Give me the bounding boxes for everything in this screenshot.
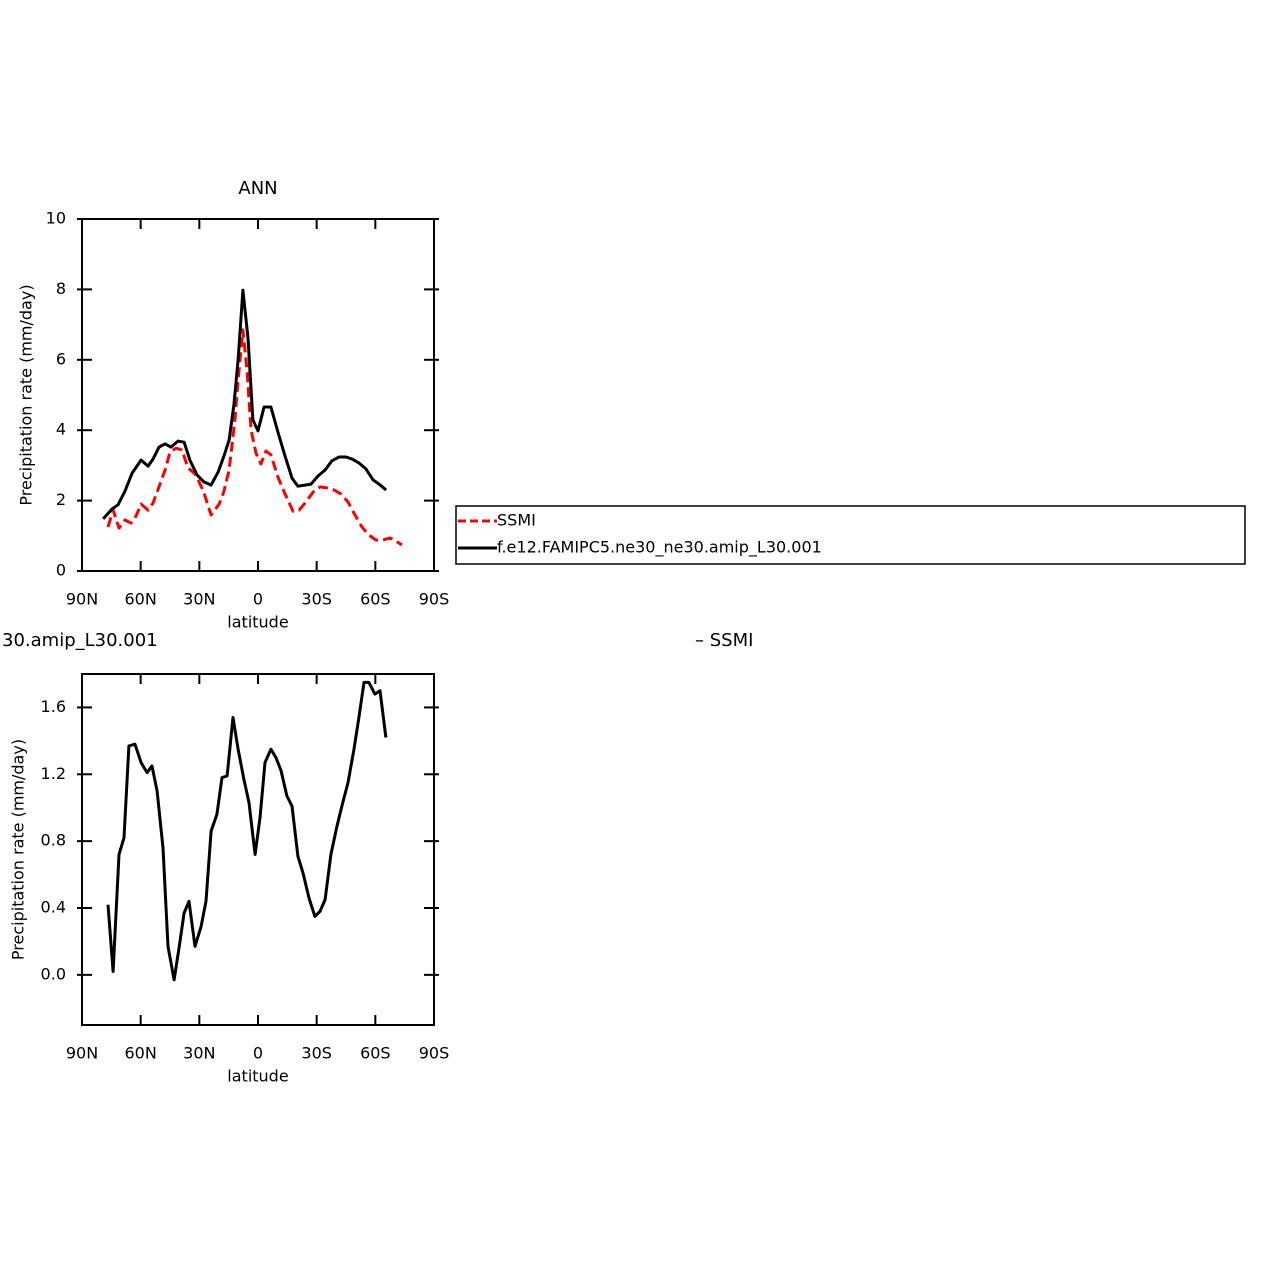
- x-tick-label: 30S: [301, 590, 332, 609]
- y-tick-label: 4: [56, 420, 66, 439]
- x-tick-label: 30N: [183, 590, 215, 609]
- chart-title: ANN: [238, 178, 277, 199]
- x-tick-label: 30N: [183, 1044, 215, 1063]
- data-line: [101, 288, 388, 520]
- y-axis-label: Precipitation rate (mm/day): [9, 739, 28, 960]
- y-tick-label: 1.2: [41, 764, 66, 783]
- right-title: – SSMI: [695, 630, 753, 651]
- y-tick-label: 1.6: [41, 697, 66, 716]
- plot-frame: [81, 218, 435, 572]
- x-tick-label: 60S: [360, 1044, 391, 1063]
- legend-box: [455, 505, 1246, 565]
- x-axis-label: latitude: [227, 1067, 288, 1086]
- data-line: [106, 680, 388, 982]
- x-tick-label: 90N: [66, 590, 98, 609]
- x-tick-label: 90S: [419, 1044, 450, 1063]
- y-tick-label: 0: [56, 561, 66, 580]
- left-title: 30.amip_L30.001: [2, 630, 158, 651]
- y-tick-label: 0.8: [41, 831, 66, 850]
- x-tick-label: 90N: [66, 1044, 98, 1063]
- x-tick-label: 0: [253, 590, 263, 609]
- x-tick-label: 0: [253, 1044, 263, 1063]
- legend-label: SSMI: [497, 511, 536, 530]
- x-tick-label: 90S: [419, 590, 450, 609]
- y-tick-label: 0.4: [41, 898, 66, 917]
- x-tick-label: 60S: [360, 590, 391, 609]
- y-tick-label: 8: [56, 279, 66, 298]
- x-tick-label: 60N: [125, 1044, 157, 1063]
- x-tick-label: 60N: [125, 590, 157, 609]
- y-axis-label: Precipitation rate (mm/day): [17, 284, 36, 505]
- y-tick-label: 10: [46, 209, 66, 228]
- y-tick-label: 6: [56, 349, 66, 368]
- plot-frame: [81, 673, 435, 1026]
- x-axis-label: latitude: [227, 613, 288, 632]
- data-line: [106, 328, 403, 547]
- x-tick-label: 30S: [301, 1044, 332, 1063]
- y-tick-label: 0.0: [41, 964, 66, 983]
- y-tick-label: 2: [56, 490, 66, 509]
- legend-label: f.e12.FAMIPC5.ne30_ne30.amip_L30.001: [497, 538, 822, 558]
